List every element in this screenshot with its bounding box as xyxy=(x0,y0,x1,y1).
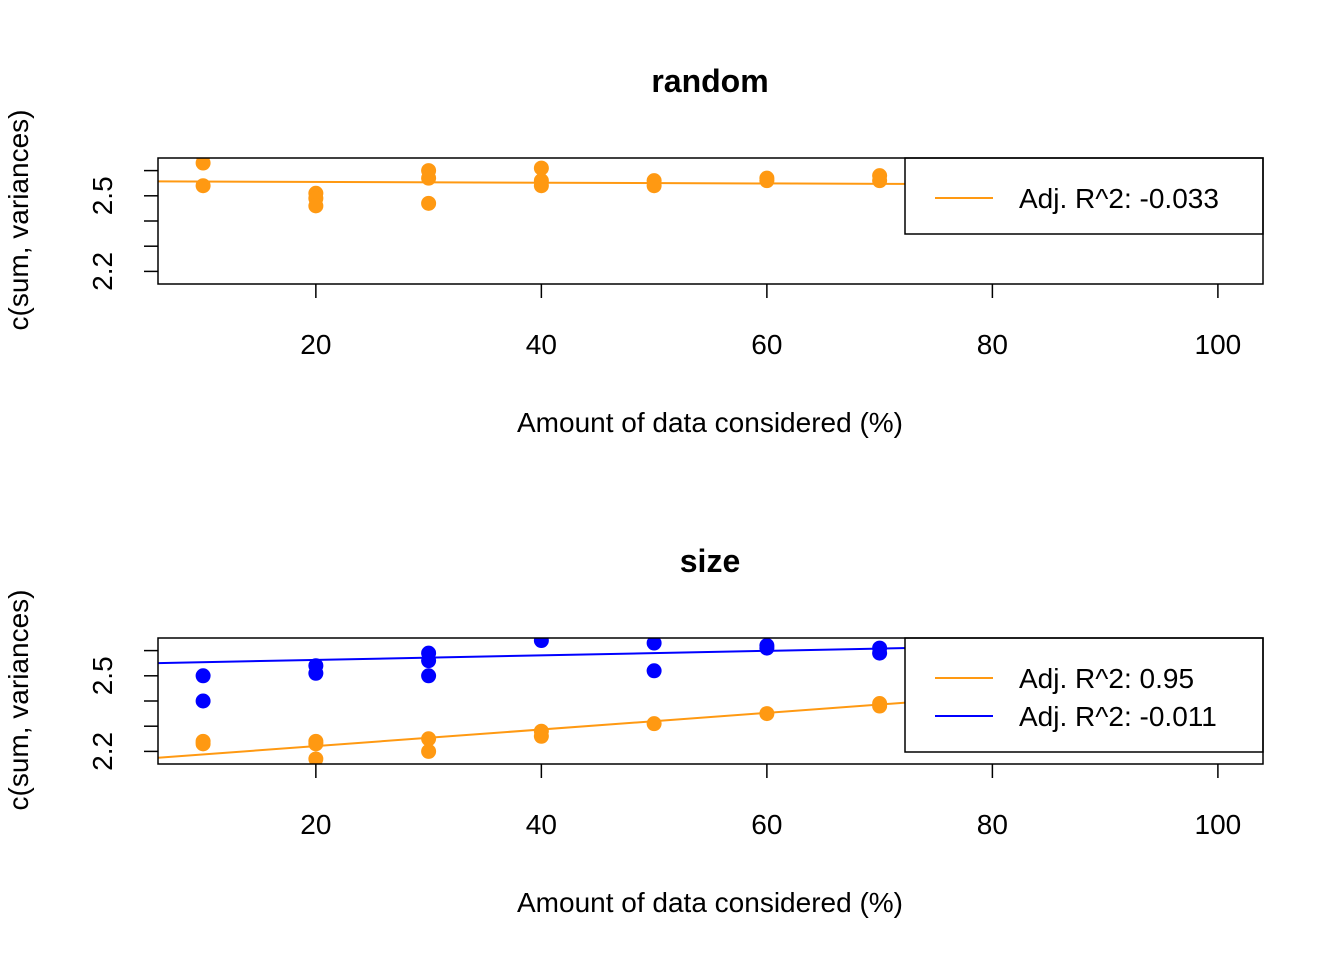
data-point xyxy=(421,668,437,684)
y-tick-label: 2.2 xyxy=(87,732,118,771)
plot-frame xyxy=(157,637,1264,765)
data-point xyxy=(759,706,775,722)
x-tick-label: 20 xyxy=(300,329,331,360)
data-point xyxy=(308,665,324,681)
y-axis-label: c(sum, variances) xyxy=(3,110,34,331)
y-tick-label: 2.5 xyxy=(87,176,118,215)
data-point xyxy=(872,645,888,661)
data-point xyxy=(308,198,324,214)
chart-title: size xyxy=(680,543,740,579)
chart-panel-0: random 20 40 60 80 100 2.2 2.5 Amount of data co… xyxy=(3,63,1264,438)
chart-panel-1: size 20 40 60 80 100 2.2 2.5 Amount of data cons… xyxy=(3,543,1264,918)
data-point xyxy=(646,716,662,732)
data-point xyxy=(421,170,437,186)
data-point xyxy=(872,698,888,714)
y-tick-label: 2.5 xyxy=(87,656,118,695)
data-point xyxy=(646,178,662,194)
legend-box xyxy=(904,637,1264,753)
data-point xyxy=(759,640,775,656)
x-tick-label: 80 xyxy=(977,329,1008,360)
data-point xyxy=(533,638,549,649)
data-point xyxy=(759,173,775,189)
data-point xyxy=(195,693,211,709)
data-point xyxy=(308,736,324,752)
plot-area xyxy=(158,158,1263,214)
x-tick-label: 60 xyxy=(751,329,782,360)
data-point xyxy=(533,728,549,744)
legend-label: Adj. R^2: 0.95 xyxy=(1019,663,1194,694)
x-tick-label: 60 xyxy=(751,809,782,840)
y-tick-label: 2.2 xyxy=(87,252,118,291)
data-point xyxy=(195,178,211,194)
legend-label: Adj. R^2: -0.033 xyxy=(1019,183,1219,214)
data-point xyxy=(872,173,888,189)
x-tick-label: 80 xyxy=(977,809,1008,840)
data-point xyxy=(195,158,211,171)
x-axis-label: Amount of data considered (%) xyxy=(517,887,903,918)
data-point xyxy=(646,663,662,679)
chart-title: random xyxy=(651,63,768,99)
data-point xyxy=(421,743,437,759)
data-point xyxy=(533,178,549,194)
data-point xyxy=(421,731,437,747)
data-point xyxy=(646,638,662,651)
data-point xyxy=(195,668,211,684)
x-tick-label: 100 xyxy=(1195,329,1242,360)
x-tick-label: 40 xyxy=(526,329,557,360)
data-point xyxy=(421,653,437,669)
data-point xyxy=(533,160,549,176)
data-point xyxy=(421,195,437,211)
x-tick-label: 100 xyxy=(1195,809,1242,840)
x-tick-label: 40 xyxy=(526,809,557,840)
x-tick-label: 20 xyxy=(300,809,331,840)
plot-frame xyxy=(157,157,1264,285)
data-point xyxy=(308,751,324,764)
x-axis-label: Amount of data considered (%) xyxy=(517,407,903,438)
legend-label: Adj. R^2: -0.011 xyxy=(1019,701,1217,732)
data-point xyxy=(195,736,211,752)
y-axis-label: c(sum, variances) xyxy=(3,590,34,811)
